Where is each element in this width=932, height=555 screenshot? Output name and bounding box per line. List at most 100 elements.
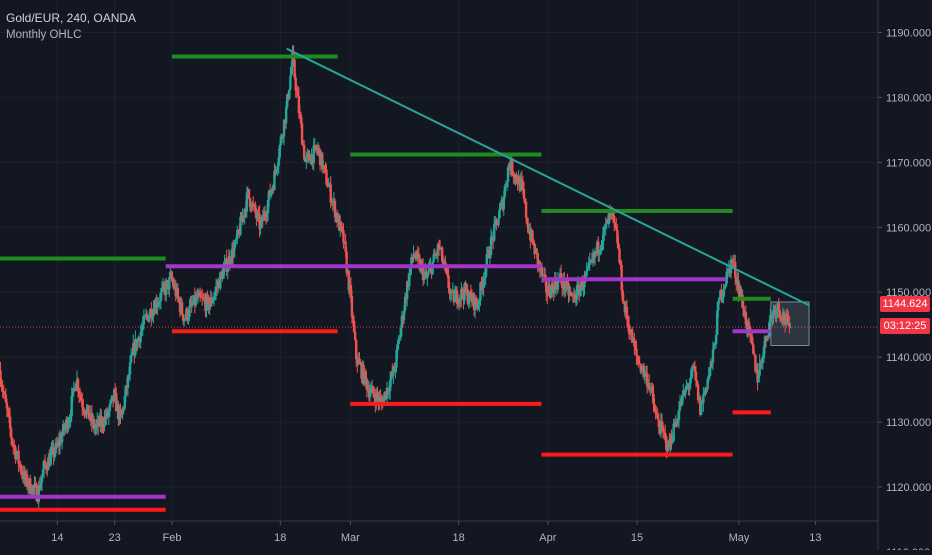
candle-body xyxy=(115,392,118,412)
candle-body xyxy=(639,364,642,372)
candle-body xyxy=(202,297,205,299)
candle-body xyxy=(76,379,80,392)
level-lines[interactable] xyxy=(0,47,878,512)
candle-body xyxy=(522,189,526,199)
candle-body xyxy=(265,212,269,217)
candle-body xyxy=(151,316,154,319)
candle-body xyxy=(597,241,600,254)
candle-body xyxy=(604,223,607,227)
candle-body xyxy=(172,281,175,288)
candle-body xyxy=(37,485,40,502)
candle-body xyxy=(670,436,673,443)
candle-body xyxy=(342,230,345,243)
candles xyxy=(0,45,792,509)
candle-body xyxy=(25,474,29,487)
candle-body xyxy=(158,301,161,303)
candle-body xyxy=(649,388,652,390)
candle-body xyxy=(306,154,309,157)
candle-body xyxy=(618,248,621,264)
candle-body xyxy=(662,431,666,433)
candle-body xyxy=(323,165,326,167)
candle-body xyxy=(139,332,142,343)
candle-body xyxy=(520,179,524,182)
candle-body xyxy=(636,356,639,360)
candle-body xyxy=(488,255,492,259)
candle-body xyxy=(20,471,23,474)
candle-body xyxy=(778,310,782,318)
candle-body xyxy=(633,338,636,347)
candle-body xyxy=(299,115,303,124)
candle-body xyxy=(722,289,725,296)
candle-body xyxy=(341,227,344,231)
candle-body xyxy=(388,380,392,392)
candle-body xyxy=(676,420,680,424)
y-tick-label: 1170.000 xyxy=(886,157,931,169)
countdown-tag: 03:12:25 xyxy=(880,318,930,334)
candle-body xyxy=(696,384,700,401)
candle-body xyxy=(380,398,383,403)
candle-body xyxy=(353,332,357,340)
candle-body xyxy=(289,75,292,90)
candle-body xyxy=(5,402,9,409)
candle-body xyxy=(671,441,674,443)
candle-body xyxy=(747,321,751,327)
candle-body xyxy=(769,315,772,323)
candle-body xyxy=(143,315,147,317)
candle-body xyxy=(563,277,566,291)
candle-body xyxy=(656,414,659,420)
chart-legend: Gold/EUR, 240, OANDA Monthly OHLC xyxy=(6,10,136,44)
candle-body xyxy=(34,483,37,485)
candle-body xyxy=(376,392,379,398)
candle-body xyxy=(724,283,727,287)
candle-body xyxy=(718,297,721,302)
candle-body xyxy=(706,379,709,390)
candle-body xyxy=(81,400,84,408)
candle-body xyxy=(634,346,637,349)
candle-body xyxy=(543,274,547,278)
candle-body xyxy=(83,410,86,414)
candle-body xyxy=(11,437,14,445)
candle-body xyxy=(575,285,579,300)
candle-body xyxy=(160,288,164,293)
candle-body xyxy=(523,198,527,202)
candle-body xyxy=(184,318,187,321)
candle-body xyxy=(436,244,440,255)
candle-body xyxy=(400,315,404,329)
candle-body xyxy=(352,320,356,333)
candle-body xyxy=(350,296,354,317)
candle-body xyxy=(317,147,321,150)
x-tick-label: Feb xyxy=(163,532,182,544)
candle-body xyxy=(228,256,232,265)
candle-body xyxy=(103,416,106,427)
candle-body xyxy=(243,208,246,218)
candle-body xyxy=(42,460,46,470)
candle-body xyxy=(288,89,291,99)
candle-body xyxy=(466,289,469,304)
candle-body xyxy=(622,300,625,304)
candle-body xyxy=(50,449,53,455)
candle-body xyxy=(344,241,347,252)
candle-body xyxy=(155,301,158,308)
candle-body xyxy=(659,420,663,434)
candle-body xyxy=(31,485,34,495)
candle-body xyxy=(779,317,783,320)
candle-body xyxy=(403,296,407,311)
candle-body xyxy=(108,403,112,411)
candle-body xyxy=(373,393,376,398)
x-tick-label: May xyxy=(729,532,750,544)
candle-body xyxy=(614,222,617,227)
candle-body xyxy=(285,94,289,108)
candle-body xyxy=(711,349,715,363)
candle-body xyxy=(498,209,501,219)
candle-body xyxy=(564,289,567,291)
candle-body xyxy=(685,386,688,389)
candle-body xyxy=(54,443,57,454)
candle-body xyxy=(780,319,784,321)
candle-body xyxy=(645,373,649,387)
x-tick-label: Apr xyxy=(539,532,556,544)
candle-body xyxy=(531,230,534,243)
candle-body xyxy=(545,277,548,293)
trendline xyxy=(286,47,810,307)
